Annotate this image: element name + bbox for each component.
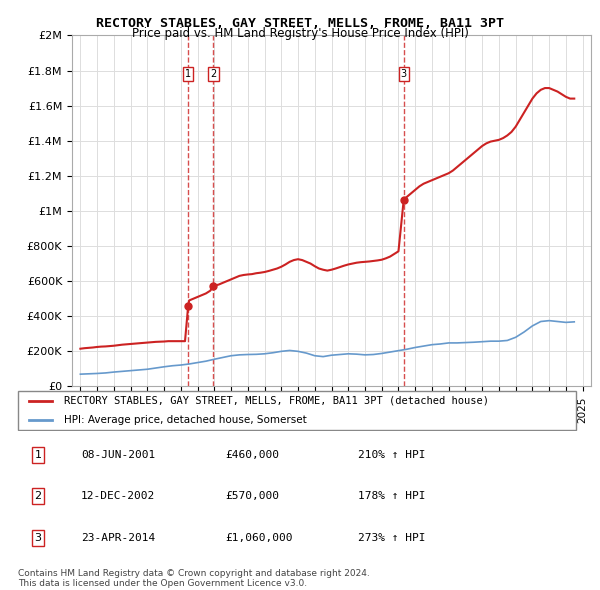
Text: £570,000: £570,000: [225, 491, 279, 501]
Text: 23-APR-2014: 23-APR-2014: [81, 533, 155, 543]
Text: £460,000: £460,000: [225, 450, 279, 460]
Text: 12-DEC-2002: 12-DEC-2002: [81, 491, 155, 501]
Text: RECTORY STABLES, GAY STREET, MELLS, FROME, BA11 3PT: RECTORY STABLES, GAY STREET, MELLS, FROM…: [96, 17, 504, 30]
Text: 3: 3: [34, 533, 41, 543]
Text: 08-JUN-2001: 08-JUN-2001: [81, 450, 155, 460]
Text: 3: 3: [401, 69, 407, 79]
Text: 2: 2: [211, 69, 217, 79]
Text: 2: 2: [34, 491, 41, 501]
Text: This data is licensed under the Open Government Licence v3.0.: This data is licensed under the Open Gov…: [18, 579, 307, 588]
FancyBboxPatch shape: [18, 392, 577, 430]
Text: £1,060,000: £1,060,000: [225, 533, 293, 543]
Text: Price paid vs. HM Land Registry's House Price Index (HPI): Price paid vs. HM Land Registry's House …: [131, 27, 469, 40]
Text: 273% ↑ HPI: 273% ↑ HPI: [358, 533, 425, 543]
Text: 178% ↑ HPI: 178% ↑ HPI: [358, 491, 425, 501]
Text: 210% ↑ HPI: 210% ↑ HPI: [358, 450, 425, 460]
Text: RECTORY STABLES, GAY STREET, MELLS, FROME, BA11 3PT (detached house): RECTORY STABLES, GAY STREET, MELLS, FROM…: [64, 395, 489, 405]
Text: 1: 1: [34, 450, 41, 460]
Text: HPI: Average price, detached house, Somerset: HPI: Average price, detached house, Some…: [64, 415, 307, 425]
Text: Contains HM Land Registry data © Crown copyright and database right 2024.: Contains HM Land Registry data © Crown c…: [18, 569, 370, 578]
Text: 1: 1: [185, 69, 191, 79]
